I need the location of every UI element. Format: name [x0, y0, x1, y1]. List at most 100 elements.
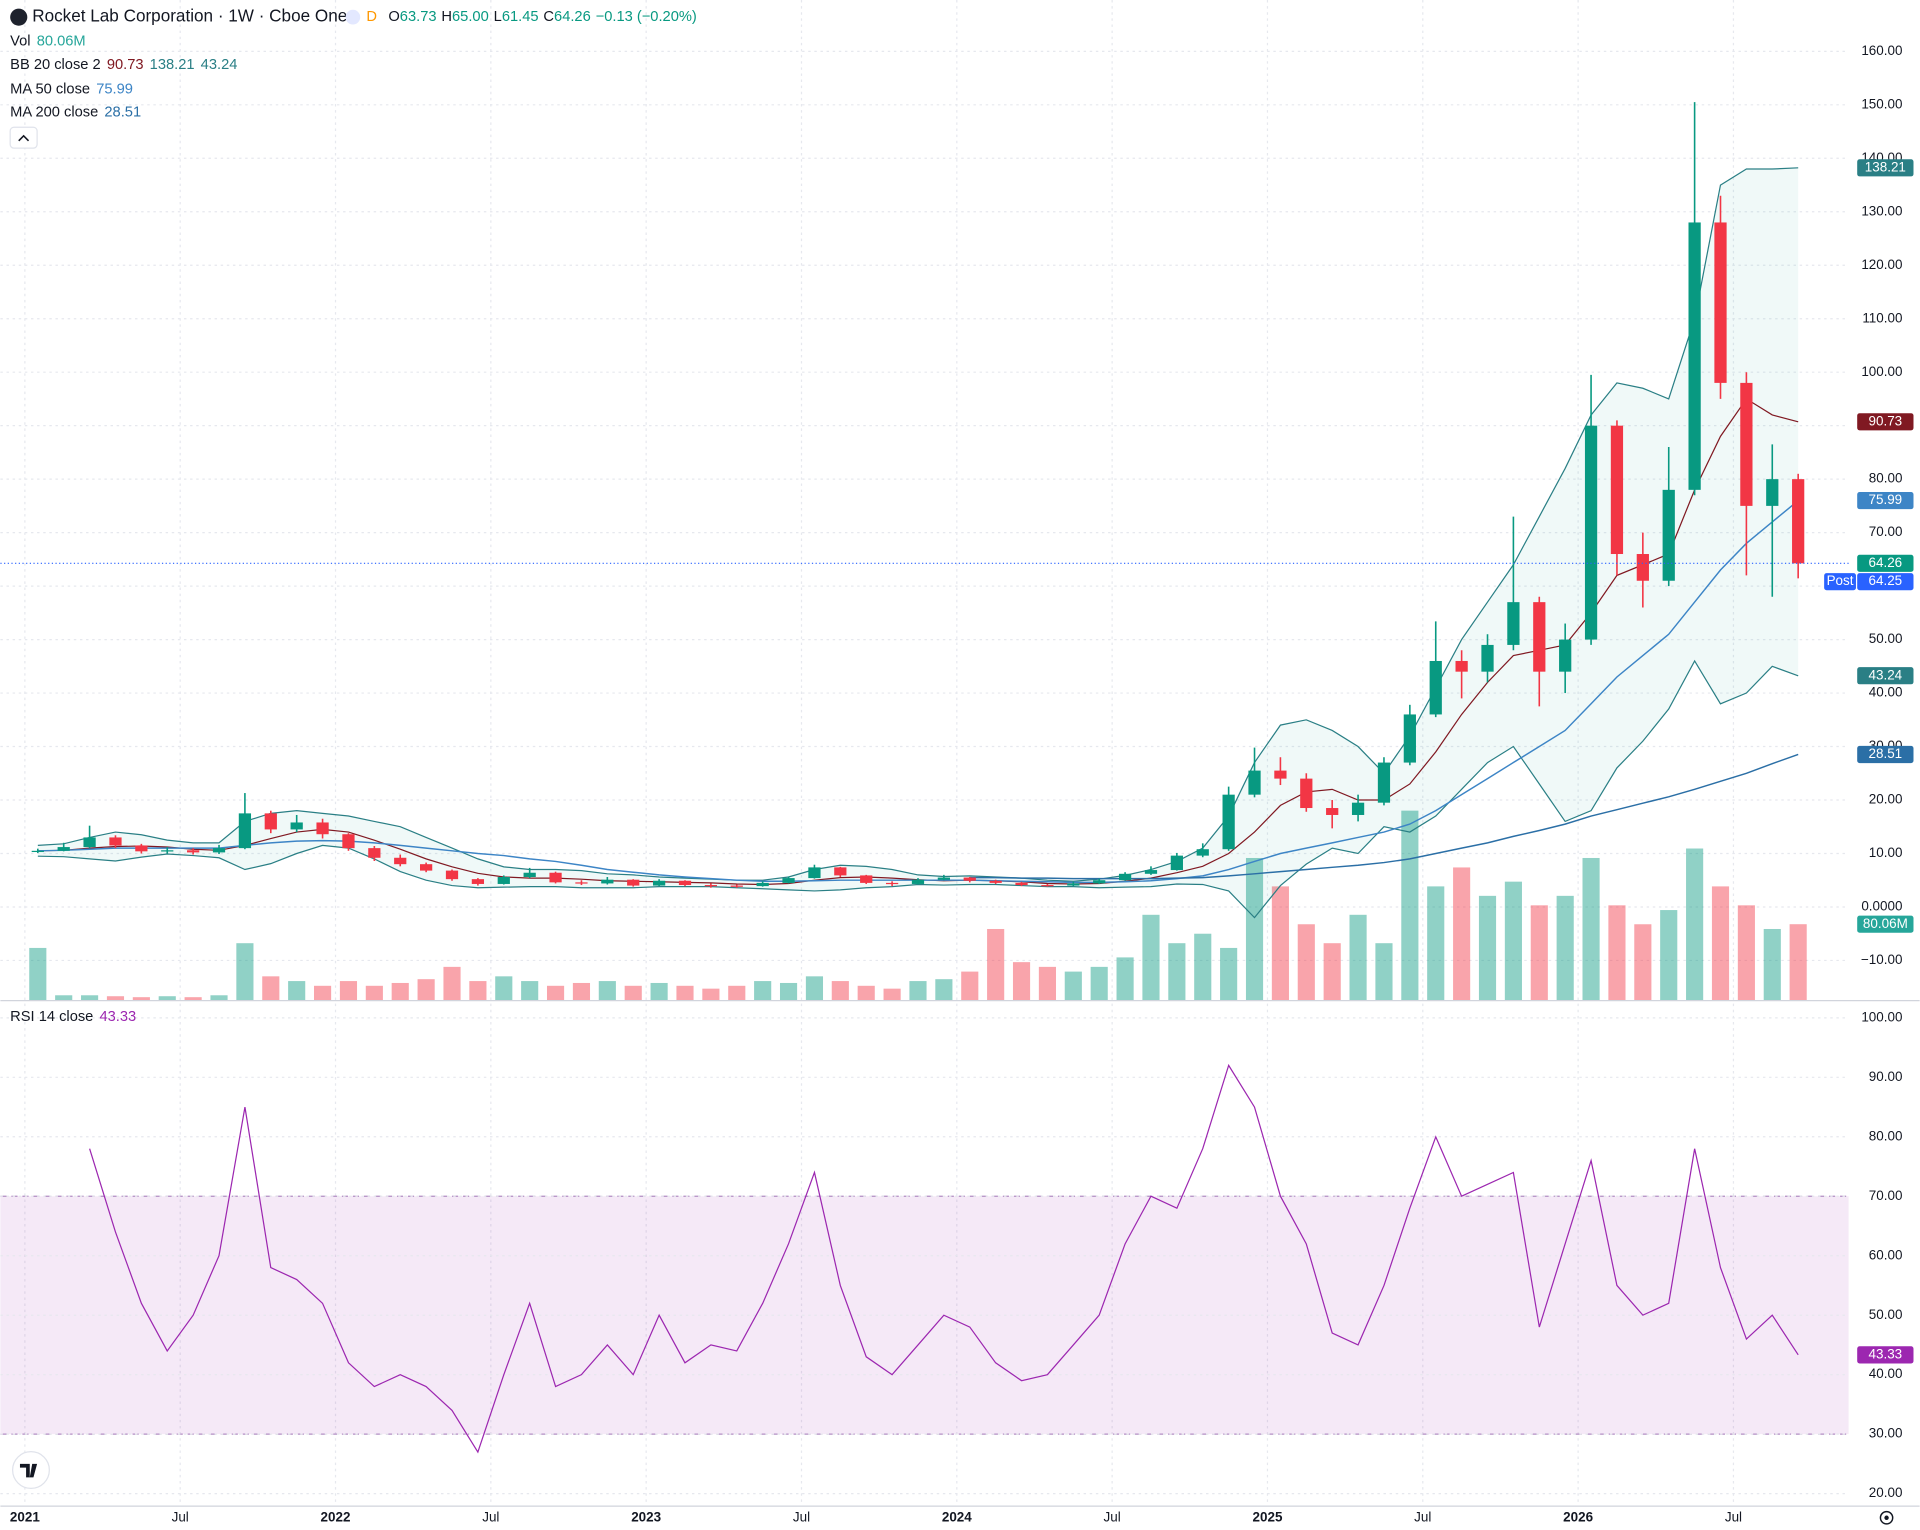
- volume-bar: [1375, 943, 1393, 1001]
- volume-bar: [805, 976, 824, 1001]
- candle-body: [1533, 602, 1546, 672]
- bb-legend: BB 20 close 2 90.73 138.21 43.24: [10, 57, 237, 73]
- collapse-chevron[interactable]: [18, 134, 30, 142]
- volume-bar: [702, 988, 720, 1001]
- candle-body: [1403, 714, 1416, 763]
- settings-gear-center[interactable]: [1884, 1515, 1889, 1520]
- candle-body: [31, 850, 44, 853]
- candle-body: [161, 850, 174, 852]
- collapse-button-box[interactable]: [9, 126, 38, 149]
- grid: [0, 0, 1849, 1506]
- volume-bar: [469, 981, 487, 1001]
- volume-bar: [1556, 895, 1574, 1001]
- volume-bar: [1427, 886, 1445, 1001]
- rsi-tick-label: 100.00: [1861, 1009, 1902, 1024]
- bb-basis-value: 90.73: [107, 57, 144, 73]
- candle-body: [264, 813, 277, 830]
- volume-bar: [106, 996, 125, 1001]
- candle-body: [1144, 870, 1158, 874]
- y-tick-label: 20.00: [1869, 792, 1903, 807]
- candle-body: [212, 848, 226, 853]
- post-price-tag-label: 64.25: [1869, 573, 1903, 588]
- candle-body: [782, 878, 795, 883]
- volume-bar: [1168, 943, 1186, 1001]
- volume-bar: [1297, 924, 1315, 1001]
- rsi-name: RSI 14 close: [10, 1009, 93, 1025]
- rsi-line: [89, 1063, 1799, 1454]
- y-tick-label: 150.00: [1861, 96, 1902, 111]
- volume-bar: [779, 982, 798, 1001]
- volume-bar: [883, 988, 901, 1001]
- bb-upper-tag-label: 138.21: [1865, 159, 1906, 174]
- rsi-tick-label: 40.00: [1869, 1366, 1903, 1381]
- candle-body: [808, 867, 821, 879]
- candle-body: [549, 872, 562, 883]
- volume-bar: [1349, 914, 1367, 1001]
- candle-body: [601, 879, 614, 884]
- candle-body: [523, 872, 536, 878]
- rsi-legend: RSI 14 close 43.33: [10, 1009, 136, 1025]
- last-price-tag: [1857, 554, 1914, 572]
- volume-bar: [1064, 971, 1082, 1001]
- ma50-legend: MA 50 close 75.99: [10, 81, 133, 97]
- collapse-button[interactable]: [9, 126, 38, 149]
- candle-body: [368, 848, 381, 858]
- l-label: L: [494, 9, 502, 25]
- ma50-tag: [1857, 492, 1914, 510]
- interval-badge: D: [366, 9, 377, 25]
- volume-bar: [1323, 943, 1341, 1001]
- volume-bar: [1608, 905, 1626, 1001]
- volume-tag: [1857, 915, 1914, 933]
- candle-body: [834, 867, 847, 876]
- symbol-logo: [10, 8, 28, 26]
- volume-bar: [1737, 905, 1755, 1001]
- volume-bar: [1401, 810, 1419, 1001]
- candle-body: [109, 837, 122, 846]
- volume-bar: [1582, 857, 1600, 1001]
- volume-bar: [857, 985, 875, 1001]
- volume-bar: [1453, 867, 1471, 1001]
- volume-bar: [754, 981, 772, 1001]
- volume-bar: [417, 979, 435, 1001]
- candle-body: [1067, 883, 1080, 886]
- candle-body: [1248, 770, 1261, 795]
- bb-upper-line: [37, 167, 1799, 882]
- volume-bar: [29, 947, 47, 1001]
- c-value: 64.26: [554, 9, 591, 25]
- volume-bar: [650, 982, 668, 1001]
- volume-bar: [521, 981, 539, 1001]
- candle-body: [187, 850, 200, 853]
- candle-body: [57, 847, 70, 851]
- volume-bar: [1686, 848, 1704, 1001]
- x-tick-label: Jul: [482, 1509, 499, 1524]
- volume-bar: [831, 981, 849, 1001]
- candle-body: [1429, 660, 1442, 715]
- volume-bar: [987, 928, 1005, 1001]
- volume-bar: [624, 985, 642, 1001]
- ma200-tag: [1857, 745, 1914, 764]
- volume-bar: [210, 995, 228, 1001]
- post-price-tag: [1857, 573, 1914, 591]
- x-tick-label: 2023: [631, 1509, 661, 1524]
- volume-tag-label: 80.06M: [1863, 916, 1908, 931]
- change: −0.13 (−0.20%): [596, 9, 697, 25]
- candle-body: [704, 885, 718, 887]
- candle-body: [1222, 794, 1235, 850]
- o-label: O: [388, 9, 399, 25]
- ma200-legend: MA 200 close 28.51: [10, 104, 141, 120]
- y-tick-label: 120.00: [1861, 257, 1902, 272]
- volume-bar: [676, 985, 694, 1001]
- bb-lower-value: 43.24: [201, 57, 238, 73]
- settings-gear[interactable]: [1879, 1510, 1894, 1525]
- volume-bar: [935, 979, 953, 1001]
- volume-bar: [55, 995, 73, 1001]
- candle-body: [1015, 882, 1028, 886]
- volume-bar: [1711, 886, 1730, 1001]
- candle-body: [1584, 425, 1598, 640]
- settings-button[interactable]: [1879, 1510, 1894, 1525]
- volume-bar: [1478, 895, 1497, 1001]
- h-label: H: [441, 9, 452, 25]
- candle-body: [1662, 489, 1675, 581]
- rsi-tick-label: 20.00: [1869, 1485, 1903, 1500]
